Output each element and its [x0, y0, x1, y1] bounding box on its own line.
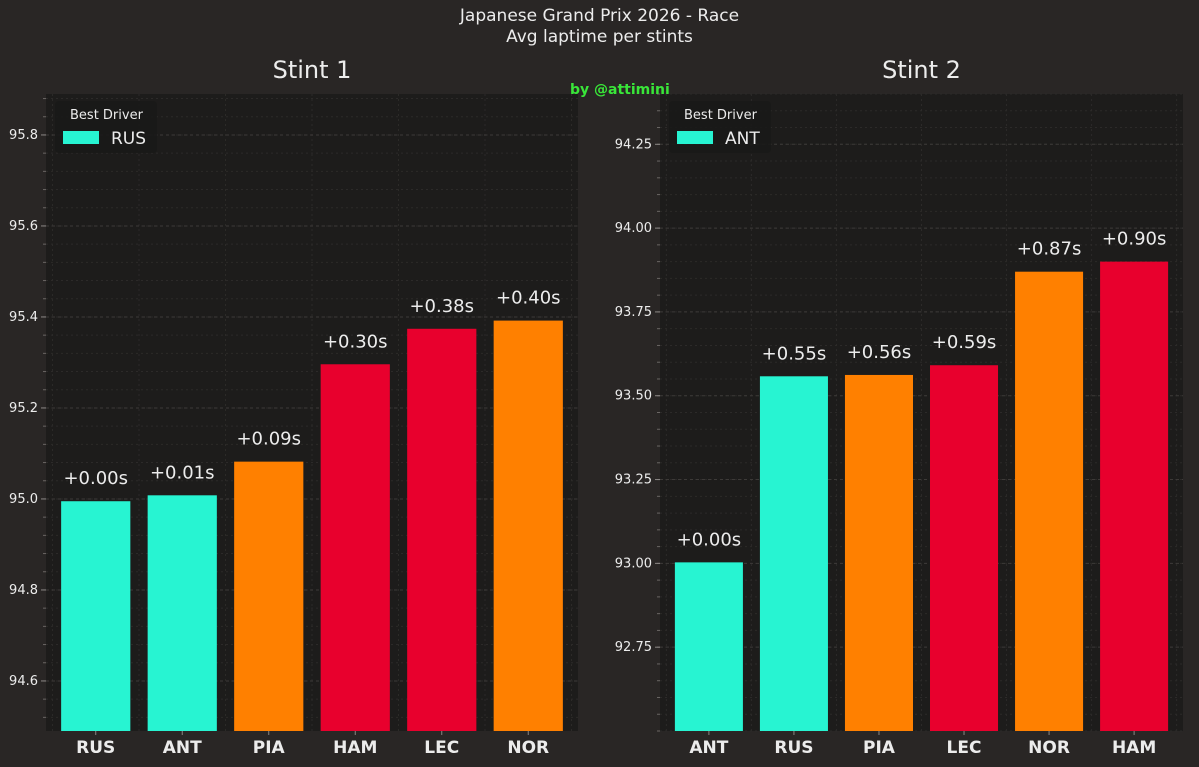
figure-title: Japanese Grand Prix 2026 - Race Avg lapt… [0, 6, 1199, 48]
x-tick-label-rus: RUS [774, 738, 813, 758]
x-tick-label-rus: RUS [76, 738, 115, 758]
x-tick-label-lec: LEC [424, 738, 459, 758]
y-tick-label: 93.00 [615, 556, 652, 571]
y-tick-label: 94.6 [9, 674, 38, 689]
y-tick-label: 93.50 [615, 389, 652, 404]
legend-title: Best Driver [684, 108, 758, 123]
panel-title: Stint 1 [273, 56, 352, 84]
x-tick-label-ant: ANT [689, 738, 728, 758]
data-label-lec: +0.59s [932, 332, 997, 353]
bar-pia [234, 461, 304, 731]
legend-title: Best Driver [70, 108, 144, 123]
x-tick-label-ham: HAM [333, 738, 377, 758]
data-label-nor: +0.40s [496, 288, 561, 309]
y-tick-label: 93.75 [615, 305, 652, 320]
y-tick-label: 95.8 [9, 128, 38, 143]
bar-ham [320, 364, 390, 731]
panel-title: Stint 2 [882, 56, 961, 84]
bar-ant [674, 562, 743, 731]
panel-stint-2: 92.75 93.00 93.25 93.50 93.75 94.00 94.25 +0.00… [615, 56, 1183, 758]
bar-ant [147, 495, 217, 731]
bar-lec [407, 328, 477, 731]
x-tick-label-ham: HAM [1112, 738, 1156, 758]
data-label-ham: +0.90s [1102, 229, 1167, 250]
credit-text: by @attimini [570, 82, 670, 98]
data-label-nor: +0.87s [1017, 239, 1082, 260]
legend-label: ANT [725, 129, 760, 149]
y-tick-label: 95.6 [9, 219, 38, 234]
y-tick-label: 92.75 [615, 640, 652, 655]
data-label-rus: +0.55s [762, 343, 827, 364]
bar-ham [1100, 261, 1169, 731]
x-tick-label-lec: LEC [947, 738, 982, 758]
data-label-pia: +0.09s [236, 429, 301, 450]
data-label-rus: +0.00s [63, 468, 128, 489]
x-tick-label-pia: PIA [253, 738, 286, 758]
bar-rus [61, 501, 131, 731]
legend-swatch [63, 131, 99, 144]
figure-title-line1: Japanese Grand Prix 2026 - Race [459, 6, 740, 26]
bar-nor [493, 320, 563, 731]
y-tick-label: 95.0 [9, 492, 38, 507]
data-label-lec: +0.38s [409, 296, 474, 317]
data-label-pia: +0.56s [847, 342, 912, 363]
panel-stint-1: 94.6 94.8 95.0 95.2 95.4 95.6 95.8 +0.00s RUS +0.… [9, 56, 578, 758]
y-tick-label: 94.00 [615, 221, 652, 236]
x-tick-label-nor: NOR [507, 738, 549, 758]
bar-nor [1015, 271, 1084, 731]
data-label-ant: +0.01s [150, 462, 215, 483]
legend: Best Driver RUS [55, 101, 157, 153]
bar-pia [844, 374, 913, 731]
figure-title-line2: Avg laptime per stints [506, 27, 693, 47]
y-tick-label: 95.4 [9, 310, 38, 325]
legend-label: RUS [111, 129, 146, 149]
y-tick-label: 94.25 [615, 137, 652, 152]
y-tick-label: 95.2 [9, 401, 38, 416]
bar-rus [759, 376, 828, 731]
y-tick-label: 93.25 [615, 473, 652, 488]
x-tick-label-ant: ANT [163, 738, 202, 758]
x-tick-label-nor: NOR [1028, 738, 1070, 758]
data-label-ham: +0.30s [323, 331, 388, 352]
legend-swatch [677, 131, 713, 144]
legend: Best Driver ANT [669, 101, 771, 153]
y-tick-label: 94.8 [9, 583, 38, 598]
bar-lec [930, 365, 999, 731]
data-label-ant: +0.00s [677, 529, 742, 550]
x-tick-label-pia: PIA [863, 738, 896, 758]
